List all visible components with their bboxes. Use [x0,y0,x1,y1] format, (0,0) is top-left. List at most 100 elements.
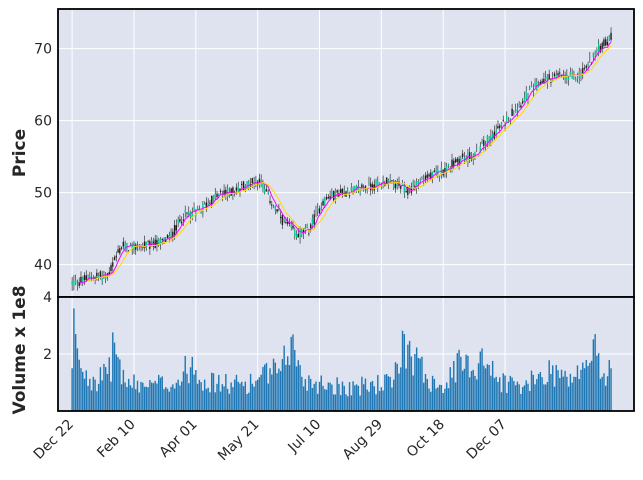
volume-bar [271,374,273,411]
candle-body [76,284,79,286]
volume-bar [511,377,513,411]
candle-body [332,190,335,201]
candle-body [119,248,121,254]
volume-bar [463,368,466,411]
volume-bar [140,381,142,411]
candle-body [587,63,589,66]
volume-bar [592,339,595,411]
candle-body [417,181,420,184]
volume-bar [301,376,303,411]
volume-bar [530,370,533,411]
volume-bar [179,385,181,411]
candle-body [131,242,133,250]
candle-body [488,136,490,143]
volume-bar [603,373,605,411]
volume-bar [189,367,192,411]
volume-bar [509,375,512,411]
volume-bar [541,377,543,411]
volume-bar [166,388,169,411]
volume-bar [488,364,490,411]
volume-bar [216,383,218,411]
volume-bar [544,384,547,411]
candle-body [394,183,397,189]
volume-bar [368,391,370,411]
x-tick-label: Oct 18 [404,417,448,461]
volume-bar [400,367,402,411]
candle-body [145,241,148,249]
candle-body [184,210,186,213]
candle-body [334,190,337,200]
candle-body [605,39,607,46]
candle-body [105,275,107,279]
volume-bar [467,355,469,411]
volume-bar [325,389,328,411]
volume-bar [260,374,262,411]
candle-body [313,214,315,225]
candle-body [262,183,264,191]
volume-bar [597,353,600,411]
volume-bar [387,376,390,411]
volume-bar [523,385,526,411]
volume-bar [594,334,596,411]
volume-bar [154,380,156,411]
price-panel: 40 50 60 70 [34,8,635,298]
candle-body [315,211,317,213]
candle-body [541,80,543,83]
candle-body [112,262,114,267]
volume-bar [276,373,278,411]
volume-bar [373,386,375,411]
volume-bar [135,389,137,411]
volume-bar [143,386,146,411]
volume-bar [186,373,188,411]
candle-body [516,109,519,112]
volume-bar [571,382,573,411]
volume-bar [184,355,186,411]
candle-body [242,181,245,191]
volume-bar [85,370,87,411]
candle-body [583,67,586,69]
candle-body [336,190,338,193]
volume-bar [251,383,254,411]
volume-bar [500,392,503,411]
volume-bar [433,378,436,411]
volume-bar [320,375,322,411]
volume-bar [608,360,610,411]
volume-bar [214,392,216,411]
candle-body [264,188,266,193]
volume-bar [258,377,261,411]
volume-bar [212,373,215,411]
candle-body [585,65,587,68]
candle-body [596,49,598,51]
volume-bar [127,378,130,411]
volume-bar [426,378,428,411]
volume-bar [182,371,185,411]
volume-bar [256,379,259,411]
volume-bar [89,378,91,411]
volume-bar [497,381,499,411]
candle-body [237,186,239,192]
candle-body [546,75,549,83]
volume-bar [385,373,388,411]
candle-body [511,108,513,116]
candle-body [513,114,515,116]
volume-bar [331,384,333,411]
candle-body [331,191,333,197]
volume-bar [306,390,308,411]
moving-average-line [79,41,612,284]
volume-bar [343,385,345,411]
volume-bar [424,373,427,411]
volume-tick-label: 2 [43,347,52,363]
candle-body [327,197,330,199]
candle-body [267,191,269,194]
volume-bar [398,373,400,411]
candle-body [113,257,116,261]
volume-bar [550,373,552,411]
candle-body [216,193,218,198]
volume-bar [226,388,229,411]
candle-body [490,135,492,142]
candle-body [447,163,450,166]
candle-body [279,217,282,219]
volume-bar [191,356,193,411]
volume-bar [110,381,112,411]
candle-body [281,215,284,226]
